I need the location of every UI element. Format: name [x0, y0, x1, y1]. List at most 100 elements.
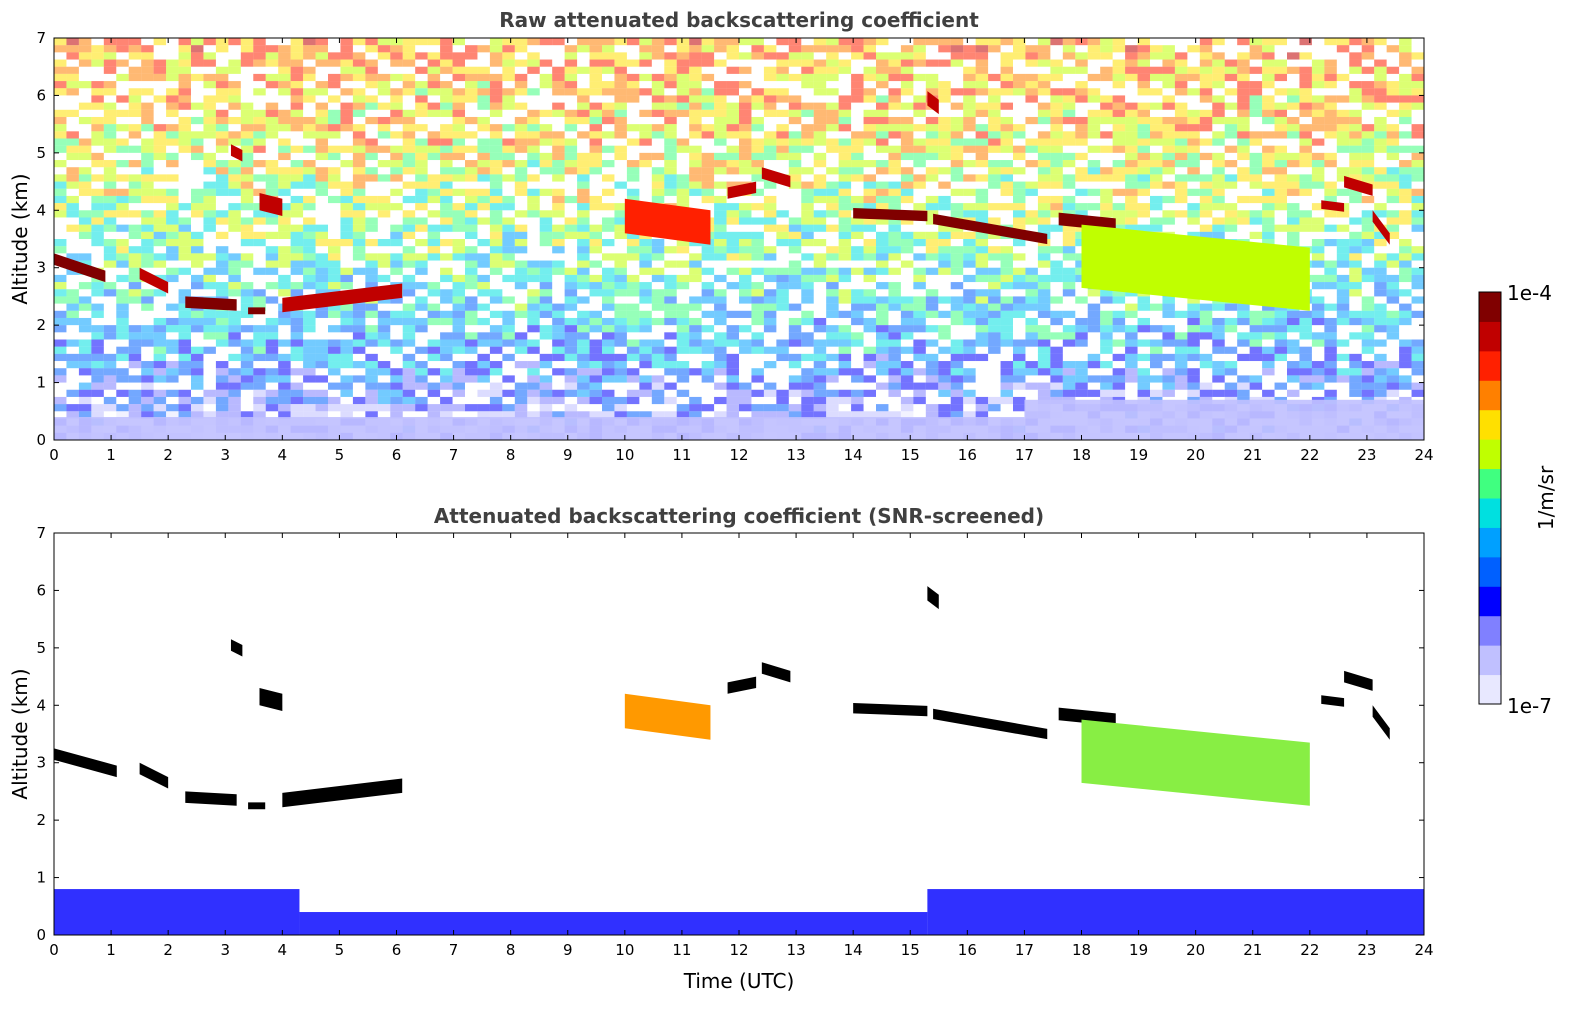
noise-cell: [1237, 210, 1250, 218]
noise-cell: [91, 239, 104, 247]
noise-cell: [913, 138, 926, 146]
noise-cell: [751, 45, 764, 53]
noise-cell: [415, 160, 428, 168]
noise-cell: [1062, 361, 1076, 369]
noise-cell: [452, 116, 465, 125]
noise-cell: [1411, 224, 1424, 232]
noise-cell: [402, 353, 416, 362]
noise-cell: [676, 66, 690, 74]
noise-cell: [116, 346, 129, 354]
noise-cell: [415, 404, 428, 412]
noise-cell: [1112, 317, 1126, 326]
noise-cell: [203, 81, 216, 89]
noise-cell: [1411, 361, 1424, 369]
noise-cell: [303, 282, 316, 290]
noise-cell: [539, 73, 553, 82]
noise-cell: [352, 310, 366, 318]
noise-cell: [1013, 282, 1026, 290]
noise-cell: [1000, 203, 1013, 211]
noise-cell: [66, 267, 79, 275]
x-tick-label: 20: [1186, 941, 1205, 959]
noise-cell: [1000, 296, 1013, 304]
x-tick-label: 9: [563, 446, 573, 464]
noise-cell: [502, 260, 515, 268]
noise-cell: [900, 66, 914, 74]
noise-cell: [701, 296, 715, 304]
noise-cell: [103, 131, 117, 139]
noise-cell: [1199, 38, 1213, 46]
noise-cell: [390, 368, 403, 376]
noise-cell: [689, 167, 702, 175]
cloud-layer: [761, 662, 791, 683]
noise-cell: [278, 368, 291, 376]
noise-cell: [54, 45, 67, 53]
noise-cell: [988, 404, 1001, 412]
noise-cell: [1237, 52, 1250, 60]
noise-cell: [315, 346, 328, 354]
noise-cell: [664, 59, 677, 67]
noise-cell: [1000, 181, 1013, 189]
noise-cell: [1361, 145, 1375, 153]
noise-cell: [78, 116, 92, 125]
noise-cell: [602, 174, 615, 182]
noise-cell: [626, 95, 640, 103]
noise-cell: [290, 181, 304, 189]
noise-cell: [1349, 368, 1362, 376]
noise-cell: [527, 389, 540, 397]
noise-cell: [1050, 88, 1063, 96]
noise-cell: [1411, 52, 1424, 60]
noise-cell: [514, 389, 528, 397]
noise-cell: [788, 38, 802, 46]
noise-cell: [527, 174, 540, 182]
noise-cell: [328, 174, 341, 182]
noise-cell: [689, 145, 702, 153]
noise-cell: [1187, 124, 1200, 132]
noise-cell: [913, 160, 926, 168]
noise-cell: [415, 95, 428, 103]
noise-cell: [763, 310, 777, 318]
x-tick-label: 8: [506, 446, 516, 464]
noise-cell: [54, 124, 67, 132]
noise-cell: [1411, 210, 1424, 218]
noise-cell: [801, 203, 814, 211]
noise-cell: [726, 210, 739, 218]
noise-cell: [651, 303, 665, 311]
noise-cell: [577, 368, 590, 376]
noise-cell: [415, 317, 428, 326]
noise-cell: [66, 66, 79, 74]
noise-cell: [240, 145, 254, 153]
noise-cell: [1287, 174, 1300, 182]
noise-cell: [577, 174, 590, 182]
noise-cell: [851, 231, 864, 239]
noise-cell: [1399, 339, 1412, 347]
x-tick-label: 2: [163, 446, 173, 464]
noise-cell: [1037, 167, 1051, 175]
noise-cell: [228, 274, 241, 283]
noise-cell: [664, 353, 677, 362]
noise-cell: [1112, 145, 1126, 153]
noise-cell: [1237, 152, 1250, 161]
noise-cell: [1374, 303, 1387, 311]
noise-cell: [465, 361, 478, 369]
noise-cell: [975, 131, 989, 139]
noise-cell: [1237, 38, 1250, 46]
noise-cell: [141, 59, 154, 67]
noise-cell: [1411, 203, 1424, 211]
noise-cell: [1249, 138, 1263, 146]
noise-cell: [876, 217, 889, 225]
noise-cell: [639, 361, 652, 369]
noise-cell: [390, 239, 403, 247]
noise-cell: [1324, 102, 1337, 110]
noise-cell: [253, 145, 266, 153]
noise-cell: [402, 52, 416, 60]
noise-cell: [851, 267, 864, 275]
noise-cell: [577, 109, 590, 117]
noise-cell: [714, 246, 727, 254]
noise-cell: [141, 152, 154, 161]
noise-cell: [440, 296, 453, 304]
noise-cell: [78, 210, 92, 218]
noise-cell: [701, 160, 715, 168]
noise-cell: [1000, 167, 1013, 175]
noise-cell: [1087, 167, 1101, 175]
noise-cell: [1100, 332, 1113, 340]
